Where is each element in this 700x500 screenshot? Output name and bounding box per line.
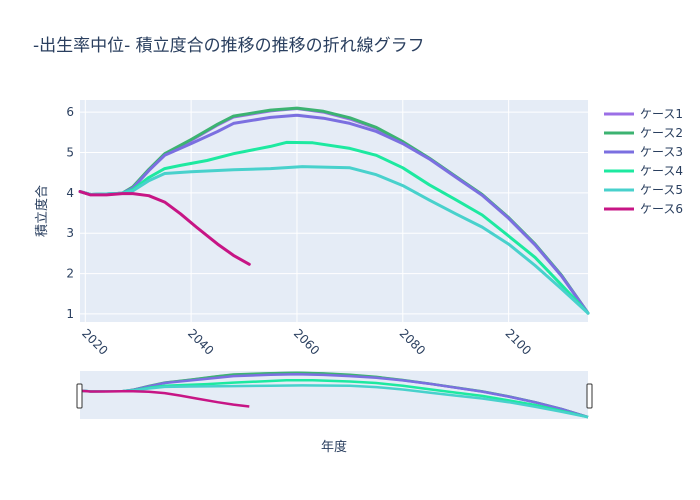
series-line-6	[78, 190, 251, 266]
legend-label: ケース6	[640, 202, 683, 216]
legend-item-2[interactable]: ケース2	[604, 126, 683, 140]
legend-label: ケース2	[640, 126, 683, 140]
y-tick-label: 4	[66, 186, 74, 200]
legend-item-4[interactable]: ケース4	[604, 164, 683, 178]
legend-item-3[interactable]: ケース3	[604, 145, 683, 159]
y-tick-label: 6	[66, 105, 74, 119]
y-tick-label: 2	[66, 267, 74, 281]
y-axis-label: 積立度合	[34, 185, 50, 237]
legend-item-6[interactable]: ケース6	[604, 202, 683, 216]
legend-label: ケース3	[640, 145, 683, 159]
range-slider-handle-right[interactable]	[586, 383, 593, 409]
x-axis-label: 年度	[321, 439, 347, 455]
range-slider-handle-left[interactable]	[76, 383, 83, 409]
slider-line-6	[79, 389, 250, 408]
grid-lines	[80, 100, 588, 322]
chart-title: -出生率中位- 積立度合の推移の推移の折れ線グラフ	[33, 36, 425, 56]
legend-label: ケース1	[640, 107, 683, 121]
range-slider-lines	[79, 371, 589, 419]
legend: ケース1 ケース2 ケース3 ケース4 ケース5 ケース6	[604, 107, 683, 216]
legend-item-1[interactable]: ケース1	[604, 107, 683, 121]
series-lines	[78, 106, 590, 315]
legend-item-5[interactable]: ケース5	[604, 183, 683, 197]
plot-area	[80, 100, 588, 322]
range-slider[interactable]	[80, 371, 588, 419]
y-tick-label: 1	[66, 307, 74, 321]
legend-label: ケース4	[640, 164, 683, 178]
y-tick-label: 3	[66, 226, 74, 240]
y-tick-label: 5	[66, 145, 74, 159]
legend-label: ケース5	[640, 183, 683, 197]
